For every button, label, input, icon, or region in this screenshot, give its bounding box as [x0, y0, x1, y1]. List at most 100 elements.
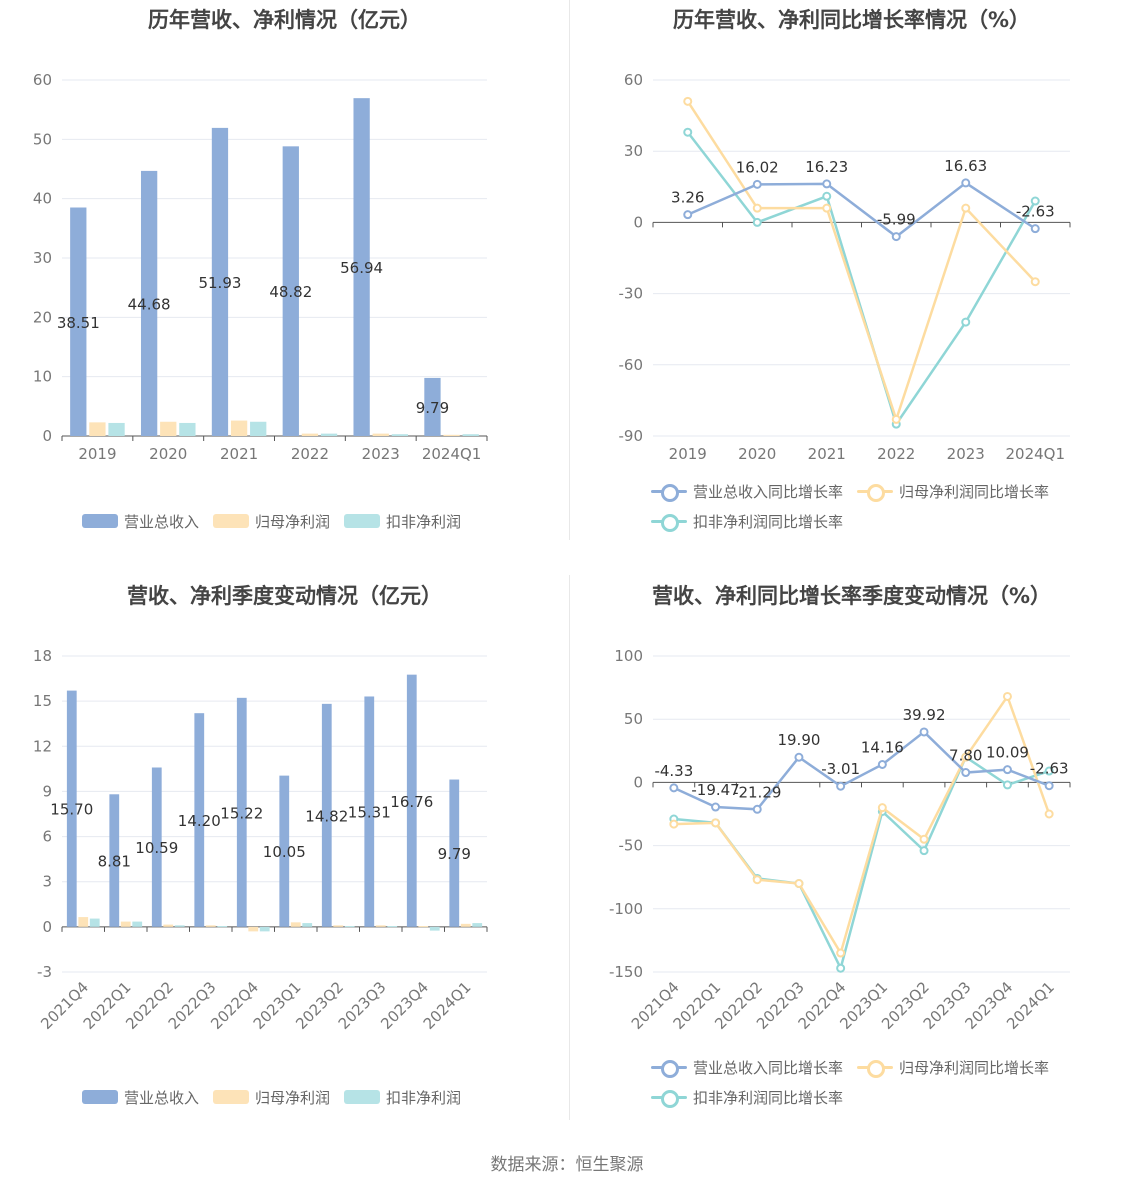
- y-tick-label: 0: [633, 213, 643, 231]
- bar: [418, 926, 429, 928]
- bar: [472, 923, 483, 927]
- bar: [230, 420, 248, 436]
- bar: [449, 779, 460, 927]
- bar: [364, 696, 375, 927]
- x-tick-label: 2020: [738, 445, 776, 463]
- bar: [375, 925, 386, 927]
- data-label: 16.63: [944, 157, 987, 175]
- bar: [321, 703, 332, 927]
- legend-item-deducted-growth[interactable]: 扣非净利润同比增长率: [651, 1082, 843, 1112]
- data-label: 48.82: [269, 283, 312, 301]
- x-tick-label: 2019: [78, 445, 116, 463]
- y-tick-label: 30: [624, 142, 643, 160]
- x-tick-label: 2020: [149, 445, 187, 463]
- data-label: 14.20: [178, 812, 221, 830]
- data-label: -5.99: [877, 211, 916, 229]
- x-tick-label: 2023: [362, 445, 400, 463]
- y-tick-label: -60: [619, 356, 644, 374]
- bar: [66, 690, 77, 927]
- legend-swatch: [213, 514, 250, 528]
- data-point: [1030, 224, 1040, 234]
- x-tick-label: 2024Q1: [1005, 445, 1065, 463]
- legend-item-netprofit[interactable]: 归母净利润: [213, 506, 330, 536]
- y-tick-label: -50: [619, 837, 644, 855]
- series-line: [687, 181, 1036, 239]
- data-label: 8.81: [98, 853, 131, 871]
- legend: 营业总收入 归母净利润 扣非净利润: [82, 506, 542, 536]
- legend-swatch: [82, 1090, 118, 1104]
- panel-quarterly-amount: 营收、净利季度变动情况（亿元） -3 0 3 6 9 12 15 18 2021Q4 2022Q1…: [0, 576, 569, 1136]
- series-line: [686, 100, 1037, 424]
- y-tick-label: 18: [33, 647, 52, 665]
- data-point: [794, 752, 804, 762]
- chart-title: 营收、净利季度变动情况（亿元）: [127, 584, 442, 608]
- legend-label: 扣非净利润: [386, 1088, 462, 1107]
- bar: [211, 127, 229, 436]
- data-point: [752, 804, 762, 814]
- legend-label: 扣非净利润: [386, 512, 462, 531]
- y-tick-label: -30: [619, 285, 644, 303]
- data-label: 7.80: [949, 747, 982, 765]
- vertical-divider-top: [569, 0, 570, 540]
- bar: [372, 433, 389, 436]
- legend-item-revenue[interactable]: 营业总收入: [82, 1082, 199, 1112]
- annual-amount-chart: 0 10 20 30 40 50 60 2019 2020 2021 2022 2023 2024Q1 3…: [33, 71, 488, 463]
- bar: [391, 434, 409, 436]
- bar: [109, 794, 120, 927]
- data-label: 10.09: [986, 744, 1029, 762]
- data-point: [836, 963, 846, 973]
- legend-item-deducted-growth[interactable]: 扣非净利润同比增长率: [651, 506, 843, 536]
- y-tick-label: 100: [614, 647, 643, 665]
- legend-item-revenue-growth[interactable]: 营业总收入同比增长率: [651, 1052, 843, 1082]
- data-label: 9.79: [416, 399, 449, 417]
- bar: [194, 713, 205, 927]
- legend-swatch: [857, 484, 894, 502]
- legend-item-revenue[interactable]: 营业总收入: [82, 506, 199, 536]
- panel-annual-growth: 历年营收、净利同比增长率情况（%） -90 -60 -30 0 30 60 2019 2020…: [569, 0, 1134, 560]
- legend-item-deducted[interactable]: 扣非净利润: [344, 1082, 461, 1112]
- y-tick-label: 9: [42, 782, 52, 800]
- data-point: [822, 179, 832, 189]
- legend-swatch: [213, 1090, 250, 1104]
- bar: [120, 921, 131, 927]
- bar: [236, 697, 247, 927]
- x-tick-label: 2022: [291, 445, 329, 463]
- legend-item-deducted[interactable]: 扣非净利润: [344, 506, 461, 536]
- x-tick-label: 2021: [808, 445, 846, 463]
- data-point: [822, 191, 832, 201]
- x-tick-label: 2023: [947, 445, 985, 463]
- bar: [205, 925, 216, 927]
- chart-title: 营收、净利同比增长率季度变动情况（%）: [651, 584, 1052, 608]
- legend-label: 营业总收入同比增长率: [693, 1058, 844, 1077]
- series-line: [673, 730, 1050, 811]
- y-tick-label: -150: [609, 963, 643, 981]
- bar: [424, 377, 441, 436]
- legend-item-netprofit-growth[interactable]: 归母净利润同比增长率: [857, 1052, 1049, 1082]
- quarterly-growth-chart: -150-100-500501002021Q42022Q12022Q22022Q…: [609, 647, 1071, 1033]
- y-tick-label: 60: [33, 71, 52, 89]
- y-tick-label: 12: [33, 737, 52, 755]
- data-point: [877, 760, 887, 770]
- y-tick-label: 15: [33, 692, 52, 710]
- legend-swatch: [651, 484, 687, 502]
- bar: [282, 146, 299, 437]
- bar: [333, 925, 344, 927]
- data-label: 39.92: [903, 706, 946, 724]
- bar: [160, 421, 177, 436]
- y-tick-label: -90: [619, 427, 644, 445]
- data-point: [836, 948, 846, 958]
- bar: [217, 926, 228, 928]
- x-tick-label: 2019: [669, 445, 707, 463]
- bar: [89, 918, 100, 927]
- data-point: [891, 232, 901, 242]
- data-label: 16.02: [736, 158, 779, 176]
- legend-item-netprofit-growth[interactable]: 归母净利润同比增长率: [857, 476, 1049, 506]
- data-label: 16.23: [805, 158, 848, 176]
- legend-item-revenue-growth[interactable]: 营业总收入同比增长率: [651, 476, 843, 506]
- data-point: [683, 127, 693, 137]
- legend-swatch: [651, 1090, 687, 1108]
- legend-item-netprofit[interactable]: 归母净利润: [213, 1082, 330, 1112]
- y-tick-label: 50: [624, 710, 643, 728]
- series-line: [673, 693, 1051, 957]
- x-tick-label: 2024Q1: [422, 445, 482, 463]
